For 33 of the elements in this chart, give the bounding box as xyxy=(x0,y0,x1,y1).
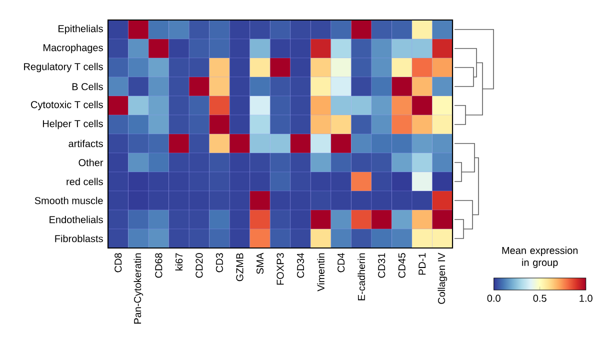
color-bar-label: 1.0 xyxy=(580,294,592,302)
x-tick-label: Collagen IV xyxy=(438,252,448,304)
x-tick-label: SMA xyxy=(256,252,264,274)
y-tick-label: Macrophages xyxy=(44,44,103,54)
x-tick-label: FOXP3 xyxy=(276,253,284,285)
x-tick-label: GZMB xyxy=(236,253,244,282)
y-tick-label: Smooth muscle xyxy=(34,196,103,204)
color-bar-label: 0.0 xyxy=(487,294,500,302)
x-tick-label: E-cadherin xyxy=(358,253,366,300)
x-tick-label: PD-1 xyxy=(418,253,426,275)
y-tick-label: B Cells xyxy=(72,82,103,90)
y-tick-label: Other xyxy=(78,158,104,166)
color-bar-label: 0.5 xyxy=(533,294,546,302)
x-tick-label: CD8 xyxy=(114,253,122,272)
y-tick-label: Fibroblasts xyxy=(55,234,103,242)
y-tick-label: red cells xyxy=(66,178,103,186)
color-bar-title: Mean expression in group xyxy=(502,246,578,268)
x-tick-label: CD34 xyxy=(296,253,304,278)
x-tick-label: Pan-Cytokeratin xyxy=(134,253,144,324)
x-tick-label: ki67 xyxy=(175,253,183,270)
y-tick-label: artifacts xyxy=(68,140,103,148)
y-tick-label: Cytotoxic T cells xyxy=(31,100,103,110)
x-tick-label: CD68 xyxy=(155,253,162,278)
y-tick-label: Regulatory T cells xyxy=(24,62,103,72)
y-tick-label: Epithelials xyxy=(58,24,103,34)
x-tick-label: CD3 xyxy=(216,253,224,272)
x-tick-label: CD31 xyxy=(378,253,386,278)
x-tick-label: Vimentin xyxy=(317,253,324,292)
x-tick-label: CD45 xyxy=(398,253,406,278)
y-tick-label: Helper T cells xyxy=(42,120,103,130)
x-tick-label: CD20 xyxy=(196,253,203,278)
x-tick-label: CD4 xyxy=(338,253,345,272)
y-tick-label: Endothelials xyxy=(50,216,103,224)
